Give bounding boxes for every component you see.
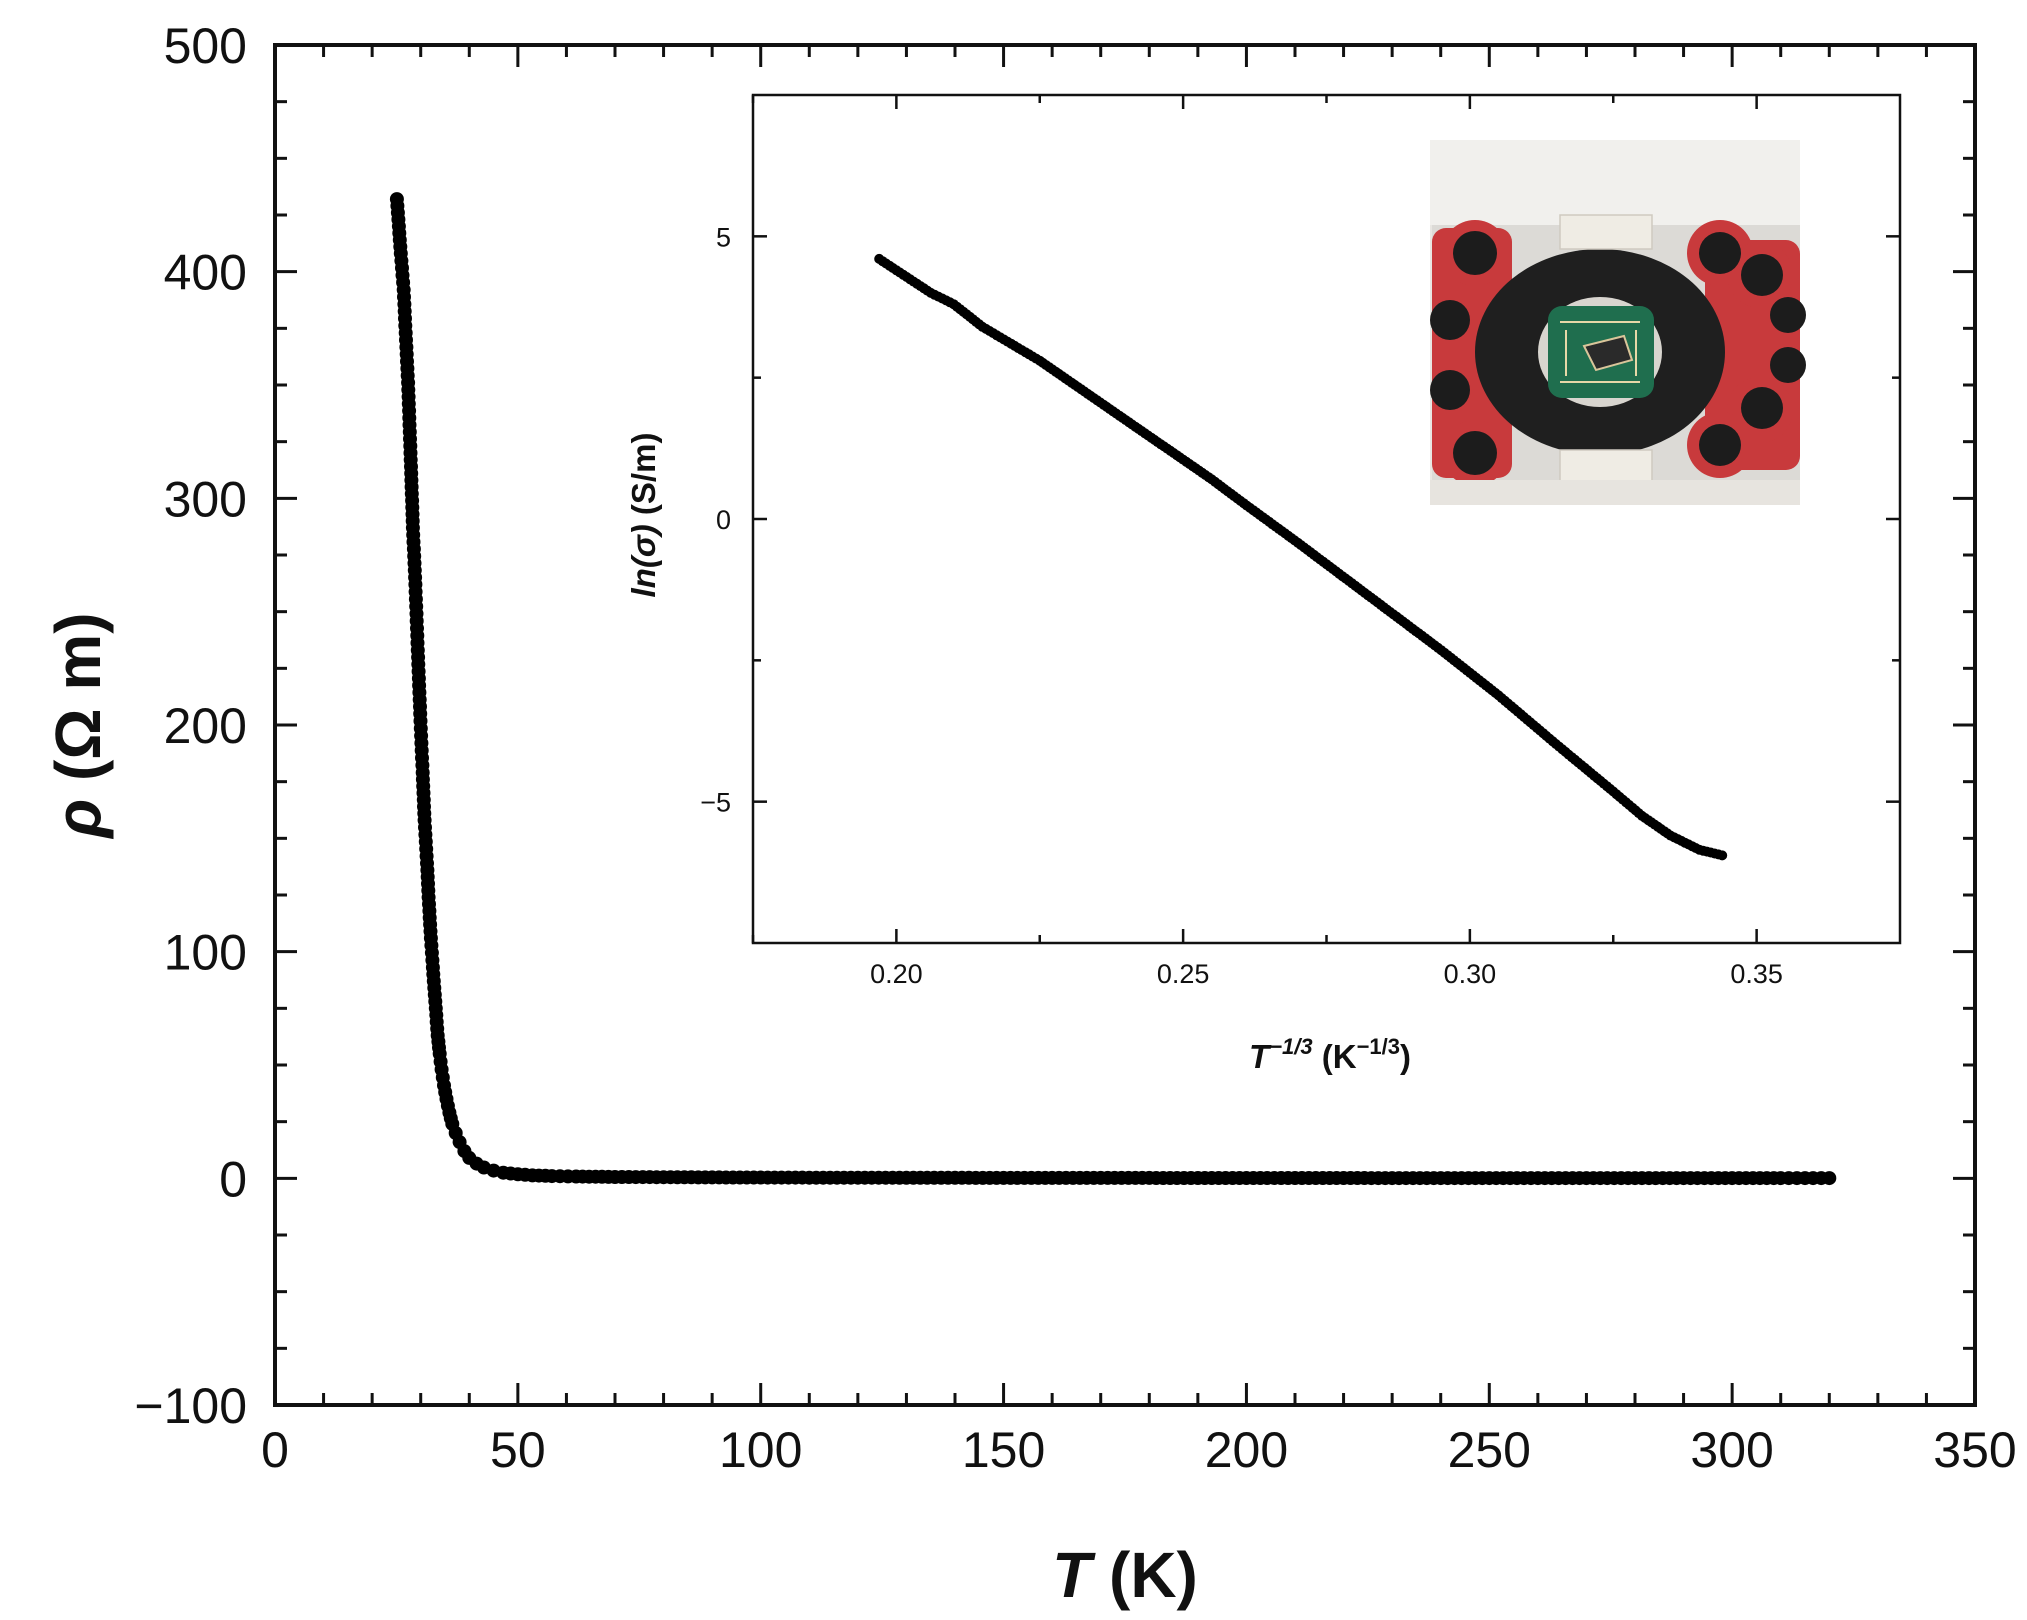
main-y-tick-label: −100 bbox=[134, 1378, 247, 1434]
main-x-tick-label: 50 bbox=[490, 1422, 546, 1478]
main-x-tick-label: 250 bbox=[1448, 1422, 1531, 1478]
main-tick-labels: 0 50 100 150 200 250 300 350−100010020030040050… bbox=[134, 18, 2016, 1478]
main-x-tick-label: 350 bbox=[1933, 1422, 2016, 1478]
main-y-tick-label: 500 bbox=[164, 18, 247, 74]
main-data-series bbox=[389, 192, 1837, 1186]
main-y-tick-label: 300 bbox=[164, 471, 247, 527]
inset-chart: 0.20 0.25 0.30 0.35−505 T−1/3 (K−1/3) ln(σ)… bbox=[625, 93, 1902, 1075]
inset-ticks bbox=[751, 95, 1900, 943]
main-data-point bbox=[1822, 1171, 1837, 1186]
main-y-tick-label: 200 bbox=[164, 698, 247, 754]
inset-y-axis-title: ln(σ) (S/m) bbox=[625, 433, 662, 598]
main-y-tick-label: 100 bbox=[164, 925, 247, 981]
main-ticks bbox=[273, 43, 1977, 1407]
inset-x-title-unit: (K bbox=[1313, 1038, 1357, 1075]
photo-pcb-traces bbox=[1560, 321, 1640, 383]
inset-x-tick-label: 0.30 bbox=[1444, 959, 1497, 989]
inset-x-title-base: T bbox=[1249, 1038, 1272, 1075]
inset-y-tick-label: 0 bbox=[716, 505, 731, 535]
main-x-tick-label: 0 bbox=[261, 1422, 289, 1478]
photo-tape-bottom bbox=[1559, 449, 1653, 485]
main-x-tick-label: 200 bbox=[1205, 1422, 1288, 1478]
main-y-axis-title: ρ (Ω m) bbox=[42, 612, 114, 839]
inset-y-title-symbol: ln(σ) bbox=[625, 524, 662, 597]
main-x-axis-title: T (K) bbox=[1052, 1539, 1198, 1611]
inset-y-tick-label: 5 bbox=[716, 222, 731, 252]
main-x-tick-label: 300 bbox=[1690, 1422, 1773, 1478]
main-y-axis-title-symbol: ρ bbox=[42, 799, 114, 840]
sample-holder-photo bbox=[1430, 140, 1806, 505]
main-x-axis-title-symbol: T bbox=[1052, 1539, 1096, 1611]
main-y-axis-title-unit: (Ω m) bbox=[42, 612, 114, 798]
inset-tick-labels: 0.20 0.25 0.30 0.35 −5 0 5 bbox=[700, 222, 1783, 989]
inset-y-tick-label: −5 bbox=[700, 788, 731, 818]
photo-contacts bbox=[1430, 231, 1806, 475]
main-y-tick-label: 400 bbox=[164, 245, 247, 301]
inset-y-title-unit: (S/m) bbox=[625, 433, 662, 525]
main-y-tick-label: 0 bbox=[219, 1151, 247, 1207]
inset-x-title-unit-close: ) bbox=[1400, 1038, 1411, 1075]
main-x-tick-label: 150 bbox=[962, 1422, 1045, 1478]
photo-bottom-surface bbox=[1430, 480, 1800, 505]
inset-x-tick-label: 0.25 bbox=[1157, 959, 1210, 989]
main-x-axis-title-unit: (K) bbox=[1091, 1539, 1198, 1611]
inset-data-series bbox=[874, 253, 1728, 861]
inset-x-axis-title: T−1/3 (K−1/3) bbox=[1249, 1034, 1411, 1075]
inset-x-title-unit-exponent: −1/3 bbox=[1357, 1034, 1400, 1059]
main-x-tick-label: 100 bbox=[719, 1422, 802, 1478]
main-chart: 0 50 100 150 200 250 300 350−100010020030040050… bbox=[42, 18, 2017, 1611]
photo-top-wall bbox=[1430, 140, 1800, 225]
photo-sample bbox=[1582, 334, 1634, 372]
photo-tape-top bbox=[1559, 214, 1653, 250]
inset-x-tick-label: 0.20 bbox=[870, 959, 923, 989]
inset-data-point bbox=[1717, 850, 1728, 861]
inset-x-tick-label: 0.35 bbox=[1730, 959, 1783, 989]
inset-x-title-exponent: −1/3 bbox=[1269, 1034, 1312, 1059]
